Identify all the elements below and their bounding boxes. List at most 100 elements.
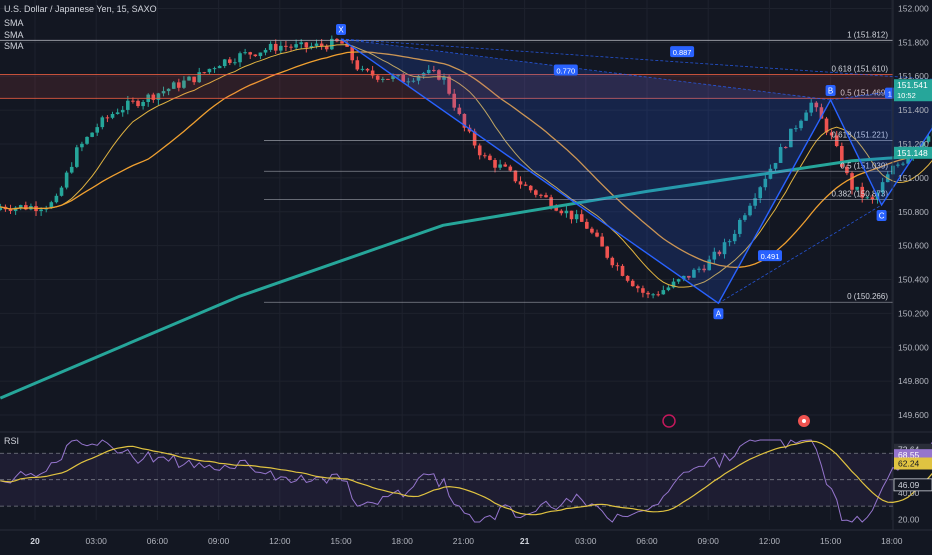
candle-body bbox=[478, 146, 482, 156]
candle-body bbox=[121, 110, 125, 112]
candle-body bbox=[585, 222, 589, 229]
candle-body bbox=[509, 167, 513, 171]
candle-body bbox=[39, 210, 43, 212]
candle-body bbox=[106, 117, 110, 118]
indicator-sma-1[interactable]: SMA bbox=[4, 18, 24, 28]
candle-body bbox=[646, 293, 650, 294]
candle-body bbox=[514, 171, 518, 182]
last-price-countdown: 10:52 bbox=[897, 91, 916, 100]
candle-body bbox=[213, 68, 217, 69]
candle-body bbox=[580, 214, 584, 222]
rsi-tick-label: 20.00 bbox=[898, 514, 920, 524]
price-tick-label: 149.600 bbox=[898, 410, 929, 420]
candle-body bbox=[605, 247, 609, 258]
candle-body bbox=[570, 211, 574, 220]
event-icon-flash bbox=[663, 415, 675, 427]
candle-body bbox=[350, 47, 354, 60]
candle-body bbox=[279, 46, 283, 51]
candle-body bbox=[299, 42, 303, 44]
price-tick-label: 150.000 bbox=[898, 342, 929, 352]
candle-body bbox=[248, 52, 252, 54]
price-tick-label: 150.600 bbox=[898, 241, 929, 251]
candle-body bbox=[529, 186, 533, 191]
price-tick-label: 149.800 bbox=[898, 376, 929, 386]
candle-body bbox=[641, 288, 645, 293]
candle-body bbox=[611, 258, 615, 265]
candle-body bbox=[131, 101, 135, 102]
candle-body bbox=[600, 237, 604, 247]
fib-label: 0.618 (151.610) bbox=[832, 65, 889, 74]
candle-body bbox=[203, 72, 207, 73]
price-tick-label: 151.000 bbox=[898, 173, 929, 183]
candle-body bbox=[656, 294, 660, 295]
candle-body bbox=[75, 147, 79, 167]
candle-body bbox=[850, 173, 854, 190]
time-tick-label: 09:00 bbox=[698, 536, 720, 546]
candle-body bbox=[116, 112, 120, 114]
candle-body bbox=[95, 127, 99, 133]
time-tick-label: 15:00 bbox=[820, 536, 842, 546]
candle-body bbox=[233, 62, 237, 63]
time-tick-label: 20 bbox=[30, 536, 40, 546]
point-label-a: A bbox=[716, 310, 722, 319]
candle-body bbox=[519, 181, 523, 184]
last-price-value: 151.541 bbox=[897, 80, 928, 90]
candle-body bbox=[259, 53, 263, 57]
candle-body bbox=[55, 196, 59, 202]
candle-body bbox=[243, 52, 247, 53]
candle-body bbox=[228, 59, 232, 63]
price-tick-label: 150.400 bbox=[898, 275, 929, 285]
time-tick-label: 18:00 bbox=[881, 536, 903, 546]
candle-body bbox=[80, 144, 84, 147]
ratio-label: 0.887 bbox=[673, 48, 692, 57]
candle-body bbox=[60, 188, 64, 196]
candle-body bbox=[126, 101, 130, 110]
time-tick-label: 12:00 bbox=[269, 536, 291, 546]
ratio-label: 0.491 bbox=[761, 252, 780, 261]
candle-body bbox=[616, 265, 620, 266]
point-label-x: X bbox=[338, 25, 344, 34]
candle-body bbox=[595, 233, 599, 237]
candle-body bbox=[534, 190, 538, 195]
candle-body bbox=[667, 287, 671, 290]
candle-body bbox=[65, 173, 69, 188]
candle-body bbox=[111, 114, 115, 118]
candle-body bbox=[560, 211, 564, 214]
candle-body bbox=[85, 137, 89, 144]
candle-body bbox=[223, 59, 227, 66]
candle-body bbox=[218, 66, 222, 68]
candle-body bbox=[662, 290, 666, 294]
time-tick-label: 06:00 bbox=[636, 536, 658, 546]
indicator-sma-3[interactable]: SMA bbox=[4, 41, 24, 51]
price-tick-label: 152.000 bbox=[898, 3, 929, 13]
candle-body bbox=[264, 50, 268, 53]
candle-body bbox=[254, 55, 258, 57]
time-tick-label: 21:00 bbox=[453, 536, 475, 546]
candle-body bbox=[575, 214, 579, 219]
candle-body bbox=[544, 195, 548, 197]
fib-label: 1 (151.812) bbox=[847, 30, 888, 39]
candle-body bbox=[294, 44, 298, 47]
candle-body bbox=[315, 44, 319, 46]
point-label-c: C bbox=[879, 211, 885, 220]
time-tick-label: 15:00 bbox=[330, 536, 352, 546]
rsi-label[interactable]: RSI bbox=[4, 436, 19, 446]
candle-body bbox=[101, 117, 105, 127]
candle-body bbox=[631, 281, 635, 286]
candle-body bbox=[90, 133, 94, 137]
candle-body bbox=[590, 229, 594, 233]
sma-slow-line bbox=[0, 153, 932, 399]
candle-body bbox=[677, 279, 681, 281]
time-tick-label: 06:00 bbox=[147, 536, 169, 546]
time-tick-label: 21 bbox=[520, 536, 530, 546]
candle-body bbox=[524, 185, 528, 186]
candle-body bbox=[493, 160, 497, 168]
candle-body bbox=[238, 53, 242, 62]
ratio-label: 0.770 bbox=[556, 66, 575, 75]
indicator-sma-2[interactable]: SMA bbox=[4, 30, 24, 40]
candle-body bbox=[539, 195, 543, 196]
candle-body bbox=[141, 102, 145, 106]
